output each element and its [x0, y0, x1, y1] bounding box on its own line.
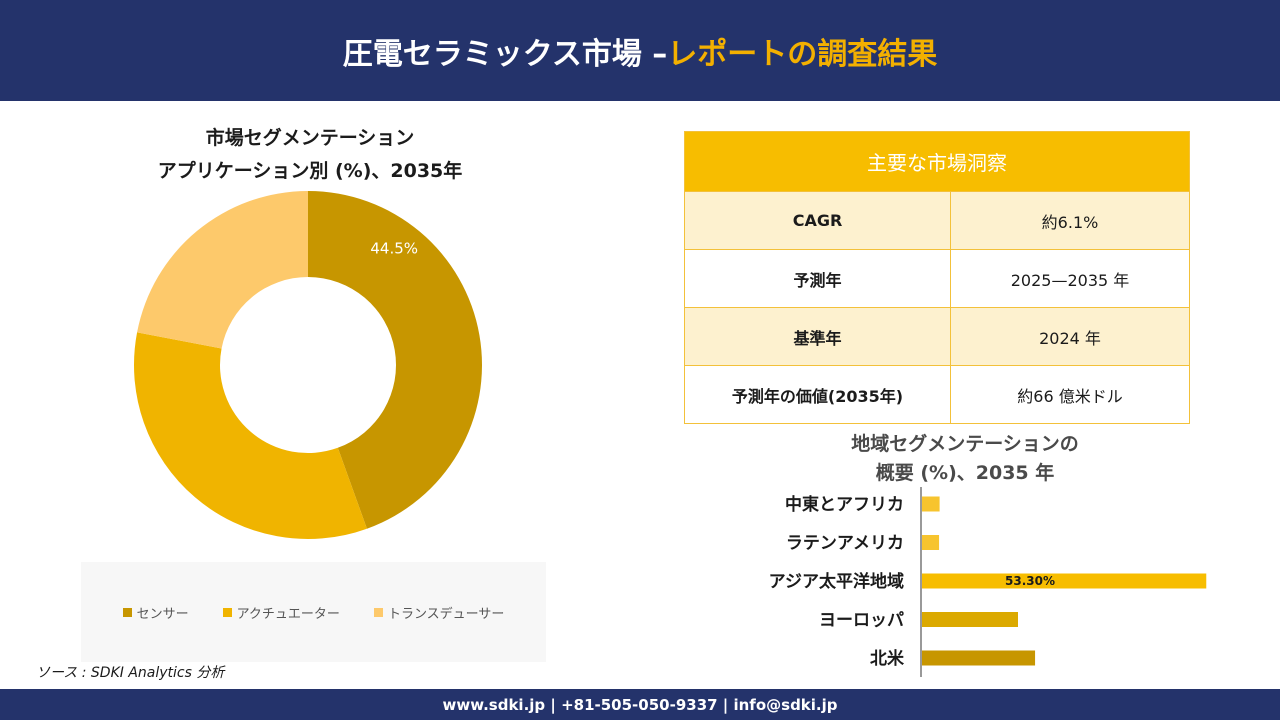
bar-category-label-4: 北米 [870, 648, 905, 669]
pie-chart-title: 市場セグメンテーション アプリケーション別 (%)、2035年 [110, 122, 510, 188]
insight-value: 2024 年 [950, 307, 1190, 366]
insight-key: 予測年 [684, 249, 951, 308]
footer-banner: www.sdki.jp | +81-505-050-9337 | info@sd… [0, 689, 1280, 720]
application-donut-chart: 44.5% [134, 191, 482, 539]
legend-swatch-1 [222, 607, 232, 617]
insight-key: 予測年の価値(2035年) [684, 365, 951, 424]
bar-category-label-1: ラテンアメリカ [786, 534, 904, 554]
legend-swatch-2 [373, 607, 383, 617]
table-row: 予測年 2025—2035 年 [684, 249, 1190, 308]
donut-slice-2 [137, 191, 308, 349]
legend-label-1: アクチュエーター [236, 606, 340, 622]
bar-category-label-3: ヨーロッパ [819, 611, 904, 631]
bar-category-label-2: アジア太平洋地域 [769, 571, 904, 592]
insight-value: 約66 億米ドル [950, 365, 1190, 424]
bar-title-line2: 概要 (%)、2035 年 [875, 462, 1055, 484]
source-note: ソース : SDKI Analytics 分析 [36, 665, 225, 681]
donut-slice-0 [308, 191, 482, 529]
legend-label-0: センサー [136, 606, 189, 622]
legend-item-1: アクチュエーター [222, 603, 340, 622]
legend-item-0: センサー [122, 603, 189, 622]
table-row: CAGR 約6.1% [684, 191, 1190, 250]
insights-title: 主要な市場洞察 [684, 131, 1190, 192]
pie-title-line1: 市場セグメンテーション [205, 127, 415, 149]
bar-2 [922, 573, 1207, 589]
footer-contact: www.sdki.jp | +81-505-050-9337 | info@sd… [442, 695, 838, 714]
insight-key: 基準年 [684, 307, 951, 366]
insight-value: 約6.1% [950, 191, 1190, 250]
key-insights-table: 主要な市場洞察 CAGR 約6.1% 予測年 2025—2035 年 基準年 2024… [684, 131, 1190, 424]
header-banner: 圧電セラミックス市場 –レポートの調査結果 [0, 0, 1280, 101]
bar-0 [922, 496, 940, 512]
page-title: 圧電セラミックス市場 –レポートの調査結果 [342, 36, 938, 72]
table-row: 基準年 2024 年 [684, 307, 1190, 366]
table-row: 予測年の価値(2035年) 約66 億米ドル [684, 365, 1190, 424]
legend-label-2: トランスデューサー [387, 606, 505, 622]
bar-chart-title: 地域セグメンテーションの 概要 (%)、2035 年 [780, 430, 1150, 488]
donut-data-label-0: 44.5% [370, 239, 418, 257]
bar-4 [922, 650, 1036, 666]
donut-slice-1 [134, 332, 367, 539]
bar-title-line1: 地域セグメンテーションの [851, 433, 1079, 455]
insight-value: 2025—2035 年 [950, 249, 1190, 308]
pie-title-line2: アプリケーション別 (%)、2035年 [157, 160, 463, 182]
insight-key: CAGR [684, 191, 951, 250]
legend-item-2: トランスデューサー [373, 603, 505, 622]
bar-category-label-0: 中東とアフリカ [785, 494, 904, 515]
page-title-accent: レポートの調査結果 [667, 36, 938, 72]
bar-1 [922, 535, 940, 550]
pie-legend: センサー アクチュエーター トランスデューサー [81, 562, 546, 662]
bar-data-label-2: 53.30% [1005, 574, 1055, 588]
legend-swatch-0 [122, 607, 132, 617]
bar-3 [922, 612, 1018, 627]
